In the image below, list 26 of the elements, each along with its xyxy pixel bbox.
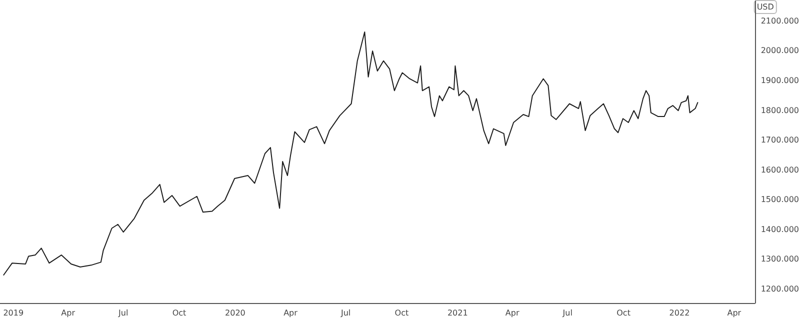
y-tick-label: 1900.000 (760, 76, 799, 86)
y-tick-label: 1500.000 (760, 195, 799, 204)
line-series (3, 31, 698, 276)
x-tick-label: 2020 (225, 308, 246, 318)
x-tick-label: Oct (394, 308, 409, 318)
x-tick-label: Apr (505, 308, 520, 318)
x-tick-label: Apr (61, 308, 76, 318)
x-tick-label: Jul (340, 308, 351, 318)
x-tick-label: Apr (727, 308, 742, 318)
y-tick-label: 2100.000 (760, 16, 799, 26)
x-tick-label: Oct (616, 308, 630, 318)
y-tick-label: 1200.000 (760, 284, 799, 294)
x-tick-label: Oct (172, 308, 186, 318)
y-tick-label: 1300.000 (760, 254, 799, 264)
x-tick-label: 2019 (3, 308, 24, 318)
x-tick-label: Jul (562, 308, 572, 318)
y-tick-label: 1400.000 (760, 224, 799, 234)
x-tick-label: Apr (284, 308, 298, 318)
y-tick-label: 2000.000 (760, 46, 799, 56)
y-tick-label: 1800.000 (760, 106, 799, 115)
x-tick-label: Jul (118, 308, 128, 318)
y-tick-label: 1600.000 (760, 165, 799, 174)
x-tick-label: 2021 (447, 308, 468, 318)
y-axis-title: USD (756, 2, 774, 12)
y-tick-label: 1700.000 (760, 136, 799, 145)
x-tick-label: 2022 (669, 308, 690, 318)
